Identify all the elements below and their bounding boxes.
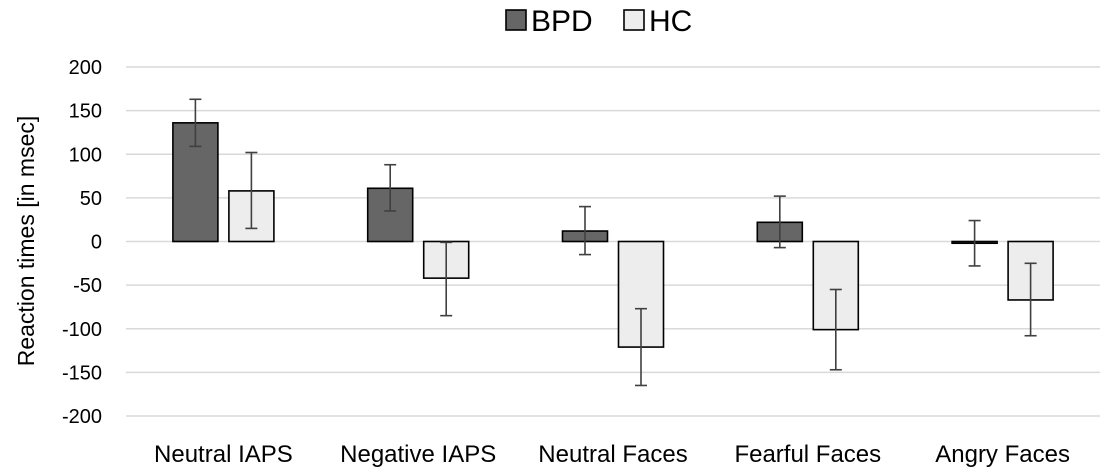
legend-swatch-bpd [506, 10, 526, 30]
x-category-label: Negative IAPS [340, 441, 496, 468]
x-category-label: Neutral Faces [538, 441, 687, 468]
y-tick-label: -150 [62, 362, 102, 384]
bars [173, 99, 1053, 385]
legend-swatch-hc [624, 10, 644, 30]
y-tick-label: -100 [62, 319, 102, 341]
x-category-label: Angry Faces [935, 441, 1070, 468]
y-tick-label: 150 [69, 101, 102, 123]
x-axis-categories: Neutral IAPS Negative IAPS Neutral Faces Fe… [154, 441, 1070, 468]
legend-label-hc: HC [649, 5, 692, 38]
x-category-label: Neutral IAPS [154, 441, 293, 468]
y-tick-label: -200 [62, 406, 102, 428]
y-tick-label: 100 [69, 144, 102, 166]
legend: BPD HC [506, 5, 692, 38]
legend-label-bpd: BPD [531, 5, 593, 38]
y-tick-label: -50 [73, 275, 102, 297]
y-axis-title: Reaction times [in msec] [13, 116, 39, 367]
x-category-label: Fearful Faces [734, 441, 881, 468]
y-tick-label: 50 [80, 188, 102, 210]
y-tick-label: 0 [91, 232, 102, 254]
y-tick-label: 200 [69, 57, 102, 79]
y-axis-ticks: 200 150 100 50 0 -50 -100 -150 -200 [62, 57, 102, 428]
